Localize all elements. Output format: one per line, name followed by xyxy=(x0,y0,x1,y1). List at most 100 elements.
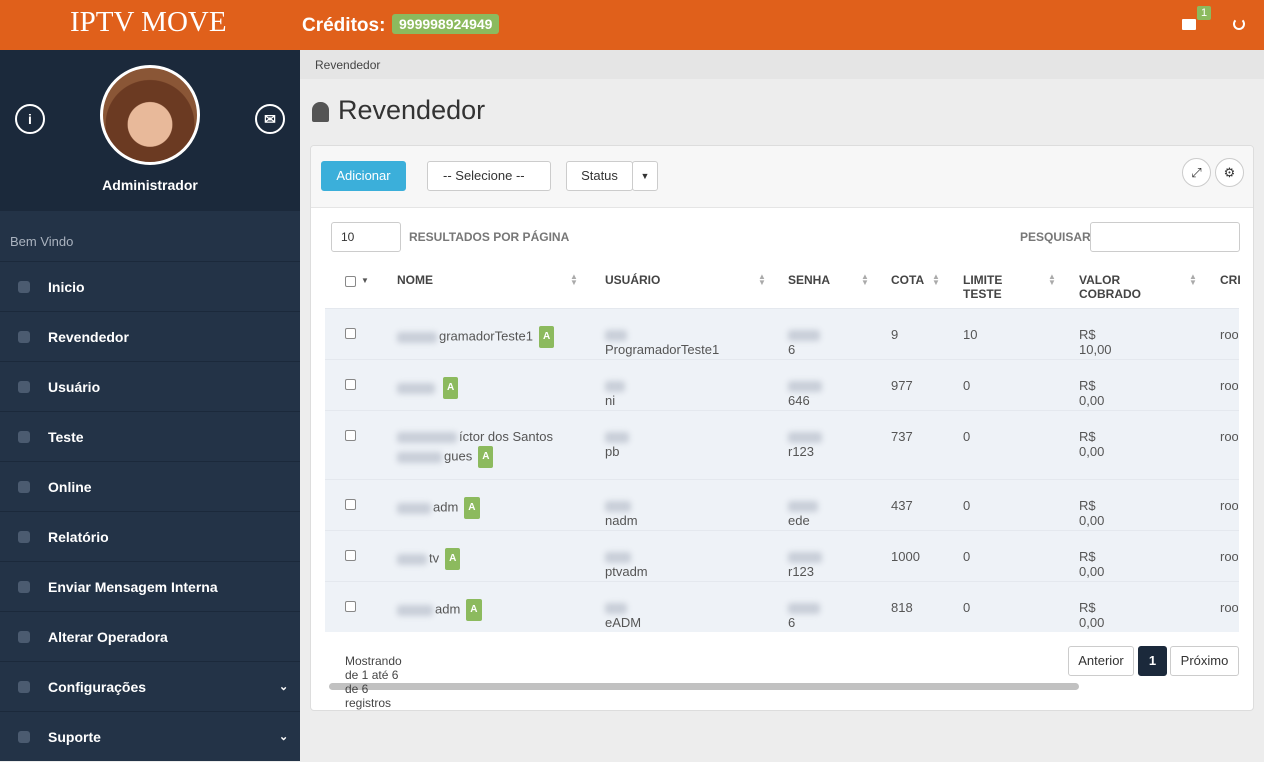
menu-item[interactable]: Revendedor xyxy=(0,311,300,361)
admin-badge: A xyxy=(538,326,555,348)
chevron: ⌄ xyxy=(279,731,289,743)
page-button[interactable]: Próximo xyxy=(1170,646,1239,676)
menu-label: Enviar Mensagem Interna xyxy=(48,579,218,595)
valor-cell: R$ 0,00 xyxy=(1079,498,1105,528)
cri-cell: roo xyxy=(1220,498,1238,513)
page-button[interactable]: 1 xyxy=(1138,646,1167,676)
senha-cell: r123 xyxy=(788,549,824,579)
add-button[interactable]: Adicionar xyxy=(321,161,406,191)
scrollbar[interactable] xyxy=(329,683,1079,690)
menu-item[interactable]: Enviar Mensagem Interna xyxy=(0,561,300,611)
search-input[interactable] xyxy=(1090,222,1240,252)
sort-icon[interactable]: ▲ ▼ xyxy=(758,272,766,287)
name-cell: adm A xyxy=(397,497,587,519)
user-text: eADM xyxy=(605,615,642,630)
row xyxy=(325,308,1239,359)
menu-item[interactable]: Relatório xyxy=(0,511,300,561)
select-dropdown[interactable]: -- Selecione -- xyxy=(427,161,551,191)
sort-icon[interactable]: ▲ ▼ xyxy=(570,272,578,287)
name-text: tv xyxy=(429,550,440,566)
name-text: adm xyxy=(435,601,461,617)
breadcrumb[interactable]: Revendedor xyxy=(315,58,381,72)
senha-text: ede xyxy=(788,513,810,528)
search-label: PESQUISAR xyxy=(1020,230,1091,244)
row-checkbox[interactable] xyxy=(345,601,356,612)
user-text: nadm xyxy=(605,513,638,528)
senha-cell: 646 xyxy=(788,378,824,408)
user-text: ProgramadorTeste1 xyxy=(605,342,720,357)
page-size[interactable]: 10 xyxy=(331,222,401,252)
row xyxy=(325,410,1239,479)
senha-cell: ede xyxy=(788,498,820,528)
menu-item[interactable]: Suporte ⌄ xyxy=(0,711,300,761)
logo[interactable]: IPTV MOVE xyxy=(70,6,227,38)
sort-icon[interactable]: ▲ ▼ xyxy=(932,272,940,287)
sort-icon[interactable]: ▲ ▼ xyxy=(861,272,869,287)
row-checkbox[interactable] xyxy=(345,430,356,441)
expand-button[interactable]: ⤢ xyxy=(1182,158,1211,187)
column-header[interactable]: VALOR COBRADO xyxy=(1079,273,1141,301)
admin-badge: A xyxy=(466,599,482,621)
senha-text: 6 xyxy=(788,615,796,630)
menu-label: Revendedor xyxy=(48,329,129,345)
status-button[interactable]: Status xyxy=(566,161,633,191)
header-caret[interactable]: ▼ xyxy=(361,276,369,285)
menu-item[interactable]: Usuário xyxy=(0,361,300,411)
row-checkbox[interactable] xyxy=(345,550,356,561)
row-checkbox[interactable] xyxy=(345,499,356,510)
mail-icon[interactable] xyxy=(1182,19,1196,30)
row-checkbox[interactable] xyxy=(345,379,356,390)
column-header[interactable]: COTA xyxy=(891,273,925,287)
limite-cell: 0 xyxy=(963,378,971,393)
senha-text: 646 xyxy=(788,393,810,408)
name-cell: gramadorTeste1 A xyxy=(397,326,587,348)
mail-button[interactable]: ✉ xyxy=(255,104,285,134)
cri-cell: roo xyxy=(1220,327,1238,342)
cota-cell: 977 xyxy=(891,378,913,393)
valor-cell: R$ 0,00 xyxy=(1079,429,1105,459)
menu-item[interactable]: Configurações ⌄ xyxy=(0,661,300,711)
name-cell: adm A xyxy=(397,599,587,621)
menu-item[interactable]: Teste xyxy=(0,411,300,461)
column-header[interactable]: LIMITE TESTE xyxy=(963,273,1003,301)
info-icon[interactable]: i xyxy=(15,104,45,134)
column-header[interactable]: SENHA xyxy=(788,273,831,287)
row-checkbox[interactable] xyxy=(345,328,356,339)
page-button[interactable]: Anterior xyxy=(1068,646,1134,676)
menu-item[interactable]: Inicio xyxy=(0,261,300,311)
column-header[interactable]: CRI xyxy=(1220,273,1241,287)
credits-value: 999998924949 xyxy=(392,14,500,34)
senha-cell: 6 xyxy=(788,327,822,357)
welcome: Bem Vindo xyxy=(10,234,74,249)
user-cell: ni xyxy=(605,378,627,408)
cri-cell: roo xyxy=(1220,549,1238,564)
cri-cell: roo xyxy=(1220,429,1238,444)
status-caret[interactable]: ▼ xyxy=(632,161,658,191)
user-text: pb xyxy=(605,444,620,459)
row xyxy=(325,530,1239,581)
user-cell: pb xyxy=(605,429,631,459)
valor-cell: R$ 0,00 xyxy=(1079,378,1105,408)
menu-label: Teste xyxy=(48,429,84,445)
menu-item[interactable]: Online xyxy=(0,461,300,511)
senha-cell: r123 xyxy=(788,429,824,459)
user-name: Administrador xyxy=(102,177,198,193)
power-icon[interactable] xyxy=(1233,18,1245,30)
admin-badge: A xyxy=(478,446,494,468)
admin-badge: A xyxy=(445,548,461,570)
column-header[interactable]: NOME xyxy=(397,273,433,287)
column-header[interactable]: USUÁRIO xyxy=(605,273,661,287)
menu-label: Inicio xyxy=(48,279,85,295)
page-title: Revendedor xyxy=(338,95,486,125)
menu-label: Usuário xyxy=(48,379,101,395)
user-text: ni xyxy=(605,393,616,408)
sort-icon[interactable]: ▲ ▼ xyxy=(1048,272,1056,287)
credits-label: Créditos: xyxy=(302,15,386,36)
chevron: ⌄ xyxy=(279,681,289,693)
header-checkbox[interactable] xyxy=(345,276,356,287)
mail-badge: 1 xyxy=(1197,6,1212,20)
settings-button[interactable]: ⚙ xyxy=(1215,158,1244,187)
cota-cell: 1000 xyxy=(891,549,920,564)
menu-item[interactable]: Alterar Operadora xyxy=(0,611,300,661)
sort-icon[interactable]: ▲ ▼ xyxy=(1189,272,1197,287)
